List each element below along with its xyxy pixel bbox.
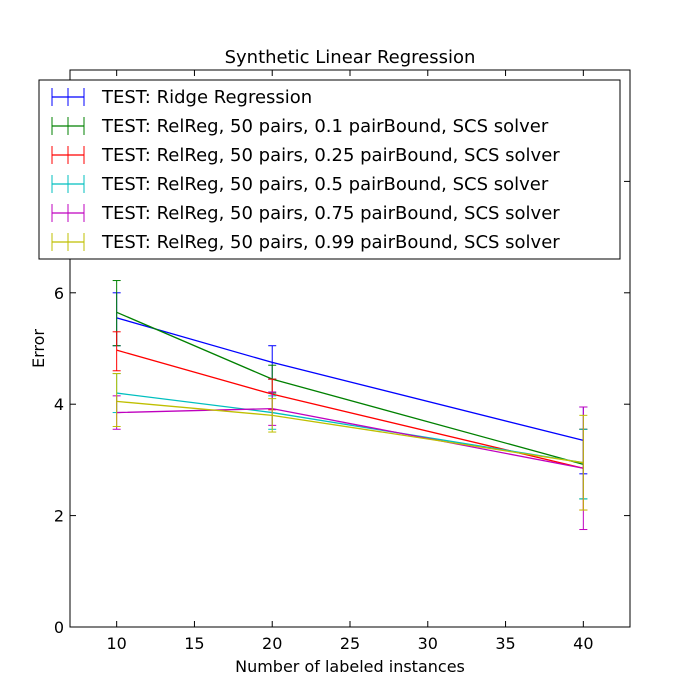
legend-item-6: TEST: RelReg, 50 pairs, 0.99 pairBound, … — [51, 232, 560, 253]
x-tick-label: 25 — [340, 634, 360, 653]
y-axis-label: Error — [29, 329, 48, 368]
x-axis-label: Number of labeled instances — [235, 657, 465, 676]
legend-item-5: TEST: RelReg, 50 pairs, 0.75 pairBound, … — [51, 203, 560, 224]
legend-label: TEST: RelReg, 50 pairs, 0.1 pairBound, S… — [101, 116, 549, 137]
y-tick-label: 2 — [54, 507, 64, 526]
chart-title: Synthetic Linear Regression — [225, 47, 476, 68]
x-tick-label: 15 — [184, 634, 204, 653]
legend: TEST: Ridge Regression TEST: RelReg, 50 p… — [38, 79, 621, 260]
series-layer — [112, 280, 588, 531]
x-tick-label: 30 — [418, 634, 438, 653]
legend-label: TEST: RelReg, 50 pairs, 0.5 pairBound, S… — [101, 174, 549, 195]
y-tick-label: 0 — [54, 618, 64, 637]
series-6 — [112, 373, 588, 511]
legend-label: TEST: RelReg, 50 pairs, 0.99 pairBound, … — [101, 232, 560, 253]
legend-item-1: TEST: Ridge Regression — [51, 87, 312, 108]
y-tick-label: 4 — [54, 395, 64, 414]
legend-item-4: TEST: RelReg, 50 pairs, 0.5 pairBound, S… — [51, 174, 549, 195]
tick-layer: 10 15 20 25 30 35 40 0 2 4 6 — [54, 69, 630, 653]
y-tick-label: 6 — [54, 284, 64, 303]
legend-label: TEST: Ridge Regression — [101, 87, 312, 108]
legend-box — [38, 79, 621, 260]
legend-item-3: TEST: RelReg, 50 pairs, 0.25 pairBound, … — [51, 145, 560, 166]
x-tick-label: 35 — [495, 634, 515, 653]
x-tick-label: 40 — [573, 634, 593, 653]
x-tick-label: 10 — [106, 634, 126, 653]
legend-item-2: TEST: RelReg, 50 pairs, 0.1 pairBound, S… — [51, 116, 549, 137]
legend-label: TEST: RelReg, 50 pairs, 0.75 pairBound, … — [101, 203, 560, 224]
legend-label: TEST: RelReg, 50 pairs, 0.25 pairBound, … — [101, 145, 560, 166]
x-tick-label: 20 — [262, 634, 282, 653]
